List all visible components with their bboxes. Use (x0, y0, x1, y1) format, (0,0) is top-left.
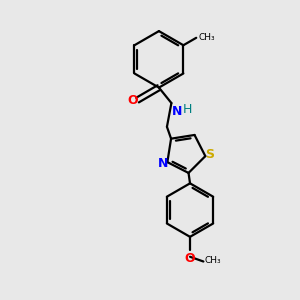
Text: S: S (205, 148, 214, 161)
Text: N: N (158, 157, 168, 170)
Text: H: H (183, 103, 192, 116)
Text: O: O (185, 252, 195, 265)
Text: N: N (172, 105, 182, 118)
Text: CH₃: CH₃ (205, 256, 221, 266)
Text: CH₃: CH₃ (198, 33, 215, 42)
Text: O: O (127, 94, 138, 106)
